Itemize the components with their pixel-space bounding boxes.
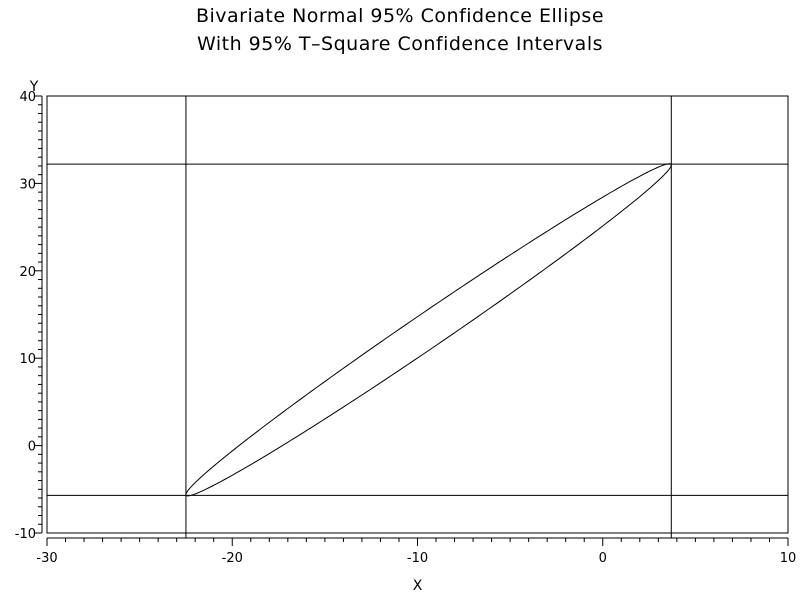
chart-title: Bivariate Normal 95% Confidence Ellipse [195, 5, 605, 27]
confidence-ellipse [185, 163, 672, 497]
y-tick-label: 0 [28, 440, 36, 455]
plot-area-frame [46, 95, 789, 534]
y-tick-label: 40 [19, 90, 36, 105]
axes: -30 -20 -10 0 10 -10 0 10 20 30 40 [15, 90, 797, 566]
y-tick-label: 20 [19, 265, 36, 280]
x-tick-label: 0 [599, 551, 607, 566]
x-tick-label: -30 [36, 551, 57, 566]
y-tick-label: -10 [15, 527, 36, 542]
chart-subtitle: With 95% T–Square Confidence Intervals [196, 33, 603, 55]
x-tick-label: -20 [222, 551, 243, 566]
x-tick-label: 10 [780, 551, 797, 566]
x-tick-label: -10 [407, 551, 428, 566]
y-axis-label: Y [29, 79, 39, 95]
y-tick-label: 30 [19, 177, 36, 192]
x-axis-label: X [413, 578, 423, 594]
y-tick-label: 10 [19, 352, 36, 367]
reference-lines [47, 96, 788, 538]
